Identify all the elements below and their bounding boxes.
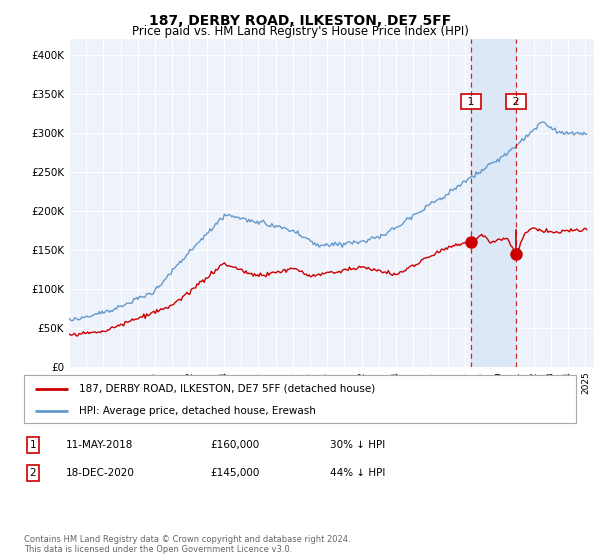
Text: 30% ↓ HPI: 30% ↓ HPI: [330, 440, 385, 450]
Text: 2: 2: [29, 468, 37, 478]
Text: £160,000: £160,000: [210, 440, 259, 450]
Text: 44% ↓ HPI: 44% ↓ HPI: [330, 468, 385, 478]
Text: £145,000: £145,000: [210, 468, 259, 478]
Text: 187, DERBY ROAD, ILKESTON, DE7 5FF: 187, DERBY ROAD, ILKESTON, DE7 5FF: [149, 14, 451, 28]
Text: 11-MAY-2018: 11-MAY-2018: [66, 440, 133, 450]
Text: 187, DERBY ROAD, ILKESTON, DE7 5FF (detached house): 187, DERBY ROAD, ILKESTON, DE7 5FF (deta…: [79, 384, 376, 394]
Text: 1: 1: [464, 97, 478, 106]
Text: Price paid vs. HM Land Registry's House Price Index (HPI): Price paid vs. HM Land Registry's House …: [131, 25, 469, 38]
Text: HPI: Average price, detached house, Erewash: HPI: Average price, detached house, Erew…: [79, 406, 316, 416]
Text: Contains HM Land Registry data © Crown copyright and database right 2024.
This d: Contains HM Land Registry data © Crown c…: [24, 535, 350, 554]
Text: 2: 2: [509, 97, 523, 106]
Text: 18-DEC-2020: 18-DEC-2020: [66, 468, 135, 478]
Bar: [471, 39, 516, 367]
Text: 1: 1: [29, 440, 37, 450]
